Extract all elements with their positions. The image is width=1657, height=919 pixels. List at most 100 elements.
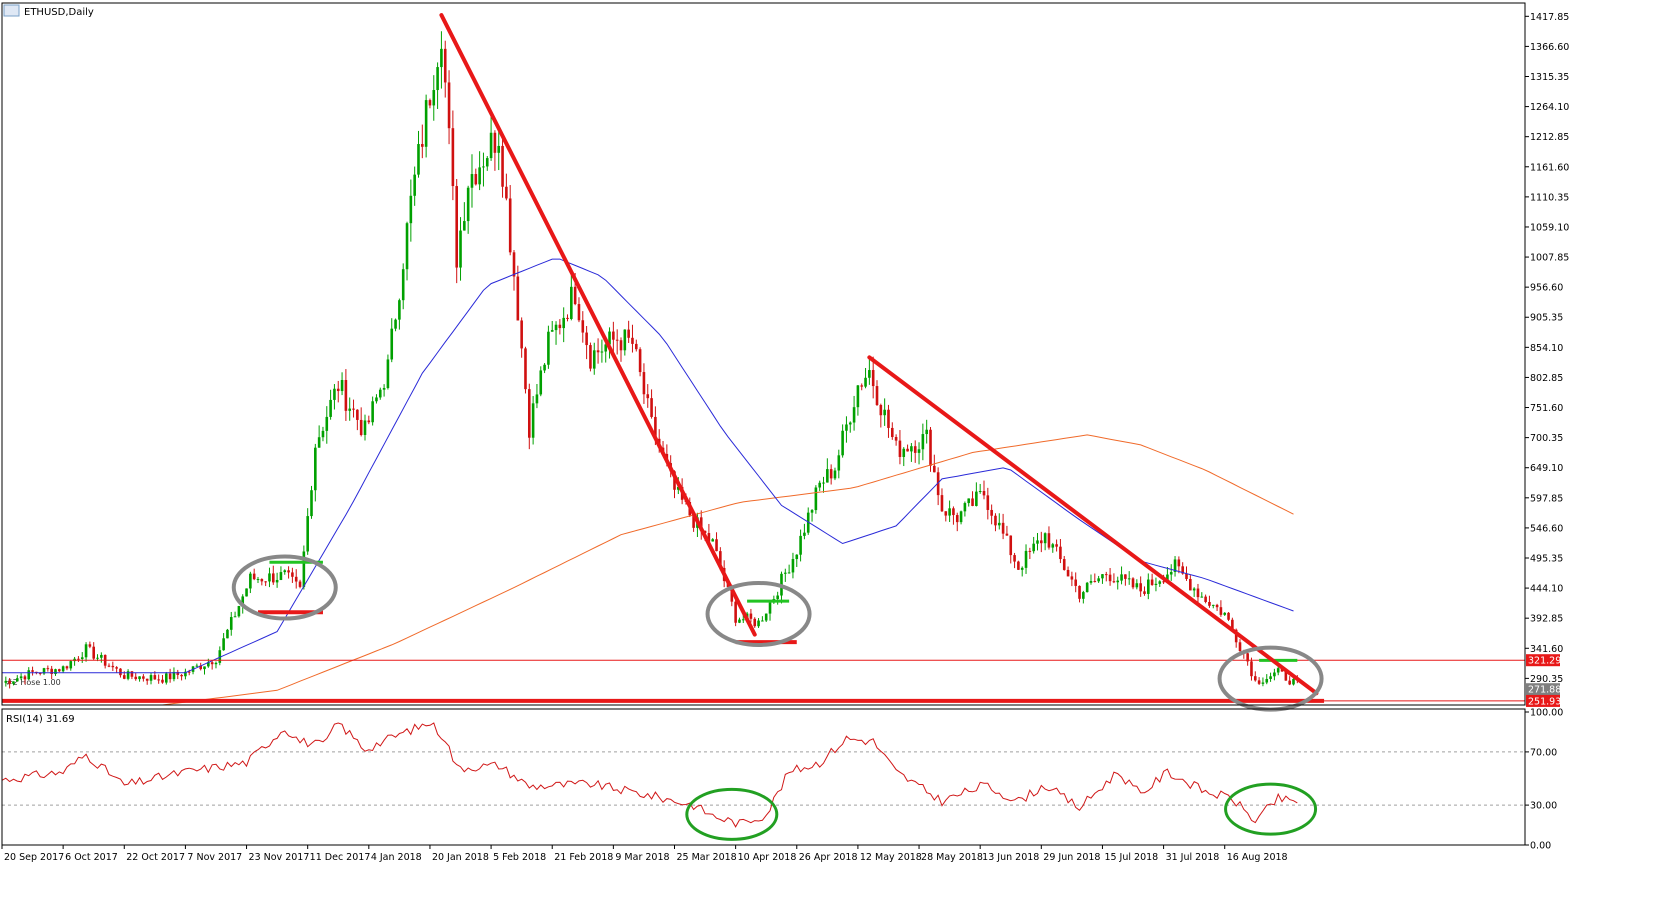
candle-down bbox=[990, 509, 993, 516]
x-tick-label: 10 Apr 2018 bbox=[738, 852, 797, 863]
candle-up bbox=[42, 668, 46, 674]
candle-up bbox=[623, 329, 627, 351]
candle-down bbox=[77, 658, 80, 660]
candle-down bbox=[1070, 576, 1074, 580]
candle-down bbox=[111, 665, 115, 668]
candle-down bbox=[107, 665, 111, 667]
x-tick-label: 7 Nov 2017 bbox=[187, 852, 242, 863]
candle-down bbox=[1204, 596, 1207, 602]
candle-up bbox=[478, 167, 481, 185]
candle-down bbox=[875, 386, 879, 406]
candle-down bbox=[1047, 533, 1051, 548]
candle-up bbox=[15, 678, 19, 682]
candle-down bbox=[1017, 561, 1020, 570]
candle-down bbox=[955, 515, 959, 523]
x-tick-label: 20 Sep 2017 bbox=[4, 852, 64, 863]
candle-up bbox=[799, 535, 802, 555]
candle-up bbox=[1020, 567, 1024, 570]
candle-down bbox=[176, 671, 180, 675]
candle-up bbox=[126, 671, 130, 679]
candle-down bbox=[210, 662, 214, 665]
candle-up bbox=[1273, 672, 1276, 677]
candle-up bbox=[229, 617, 233, 630]
candle-up bbox=[279, 572, 283, 580]
candle-down bbox=[887, 409, 890, 428]
candle-up bbox=[1158, 581, 1162, 584]
candle-up bbox=[787, 572, 791, 574]
candle-up bbox=[711, 539, 715, 542]
x-tick-label: 25 Mar 2018 bbox=[676, 852, 736, 863]
candle-down bbox=[631, 337, 634, 344]
candle-up bbox=[975, 491, 978, 506]
candle-up bbox=[237, 606, 241, 617]
candle-down bbox=[936, 472, 940, 496]
price-tick-label: 341.60 bbox=[1530, 644, 1563, 655]
axes: 1417.85 1366.60 1315.35 1264.10 1212.85 1161.… bbox=[1, 2, 1569, 863]
x-tick-label: 11 Dec 2017 bbox=[310, 852, 371, 863]
candle-up bbox=[868, 370, 871, 378]
candle-up bbox=[222, 638, 225, 651]
candle-down bbox=[88, 644, 92, 647]
price-tick-label: 392.85 bbox=[1530, 614, 1563, 625]
candle-down bbox=[451, 128, 455, 187]
candle-down bbox=[994, 515, 997, 526]
candle-down bbox=[566, 317, 569, 319]
candle-down bbox=[1005, 533, 1009, 536]
candle-up bbox=[184, 671, 187, 677]
candle-up bbox=[378, 389, 382, 398]
candle-down bbox=[1162, 581, 1165, 583]
candle-up bbox=[959, 511, 963, 523]
candle-up bbox=[203, 666, 206, 670]
candle-down bbox=[1185, 573, 1188, 579]
candle-up bbox=[226, 629, 229, 639]
candle-down bbox=[719, 551, 722, 568]
candle-down bbox=[367, 420, 371, 423]
candle-down bbox=[971, 498, 974, 506]
candle-down bbox=[642, 372, 646, 395]
candle-up bbox=[791, 559, 795, 573]
x-tick-label: 13 Jun 2018 bbox=[982, 852, 1039, 863]
candle-down bbox=[168, 673, 172, 680]
x-tick-label: 21 Feb 2018 bbox=[554, 852, 613, 863]
candle-up bbox=[100, 654, 103, 658]
candle-down bbox=[520, 320, 523, 349]
candle-up bbox=[764, 613, 768, 621]
candle-up bbox=[329, 399, 332, 417]
candle-up bbox=[1089, 581, 1093, 583]
candle-up bbox=[741, 619, 745, 621]
candle-down bbox=[715, 539, 718, 552]
candle-down bbox=[187, 671, 191, 673]
candle-up bbox=[1200, 596, 1204, 598]
rsi-pane-frame bbox=[1, 708, 1526, 846]
candle-up bbox=[321, 430, 325, 438]
candle-up bbox=[4, 680, 8, 683]
candles-group bbox=[4, 31, 1299, 689]
candle-up bbox=[1043, 533, 1047, 544]
candle-down bbox=[1227, 612, 1230, 620]
candle-down bbox=[1219, 607, 1223, 615]
candle-up bbox=[539, 370, 543, 395]
price-level-label: 251.93 bbox=[1528, 696, 1561, 707]
candle-up bbox=[864, 377, 867, 387]
chart-window-icon[interactable] bbox=[3, 4, 20, 17]
candle-up bbox=[218, 650, 222, 663]
price-tick-label: 1059.10 bbox=[1530, 222, 1569, 233]
candle-down bbox=[982, 491, 986, 496]
candle-up bbox=[677, 486, 680, 490]
candle-up bbox=[61, 666, 65, 672]
candle-up bbox=[1127, 578, 1131, 580]
candle-up bbox=[275, 579, 279, 583]
candle-down bbox=[287, 570, 290, 573]
candle-down bbox=[646, 394, 650, 399]
candle-up bbox=[776, 595, 779, 599]
candle-up bbox=[470, 174, 474, 188]
candle-down bbox=[428, 100, 432, 106]
candle-up bbox=[1173, 559, 1177, 573]
candle-down bbox=[119, 668, 122, 676]
candle-down bbox=[122, 675, 126, 679]
highlight-circle-gray bbox=[705, 580, 812, 647]
candle-down bbox=[1078, 585, 1081, 599]
rsi-tick-label: 70.00 bbox=[1530, 747, 1557, 758]
